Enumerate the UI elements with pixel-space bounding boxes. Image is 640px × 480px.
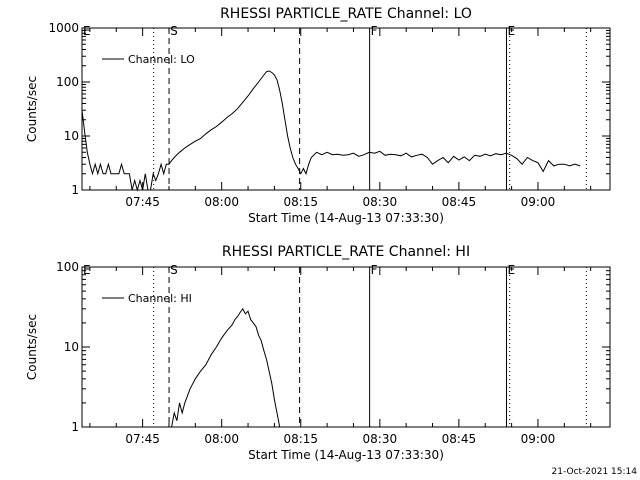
y-tick-label: 1	[71, 183, 79, 197]
y-axis-label: Counts/sec	[25, 314, 39, 380]
x-tick-label: 07:45	[125, 195, 160, 209]
event-label: F	[371, 24, 378, 38]
legend-entry: Channel: HI	[128, 292, 192, 305]
x-tick-label: 08:30	[363, 195, 398, 209]
y-tick-label: 100	[56, 260, 79, 274]
y-tick-label: 1000	[48, 21, 79, 35]
x-tick-label: 07:45	[125, 432, 160, 446]
event-label: S	[170, 24, 178, 38]
x-axis-label: Start Time (14-Aug-13 07:33:30)	[248, 448, 444, 462]
plot-frame	[81, 27, 611, 191]
event-label: F	[371, 263, 378, 277]
y-tick-label: 100	[56, 75, 79, 89]
series-line	[81, 70, 581, 192]
lo-panel: RHESSI PARTICLE_RATE Channel: LO 1 10 100 10…	[25, 6, 611, 225]
x-tick-label: 08:00	[204, 432, 239, 446]
event-label: E	[83, 263, 91, 277]
event-label: E	[83, 24, 91, 38]
footer-timestamp: 21-Oct-2021 15:14	[552, 467, 638, 477]
event-label: S	[170, 263, 178, 277]
x-tick-label: 08:45	[442, 432, 477, 446]
y-tick-label: 10	[64, 340, 79, 354]
x-tick-label: 08:00	[204, 195, 239, 209]
x-tick-label: 08:45	[442, 195, 477, 209]
event-label: E	[508, 263, 516, 277]
x-tick-label: 08:15	[283, 195, 318, 209]
series-line	[171, 307, 281, 428]
y-tick-label: 1	[71, 420, 79, 434]
x-axis-label: Start Time (14-Aug-13 07:33:30)	[248, 211, 444, 225]
y-axis-label: Counts/sec	[25, 76, 39, 142]
hi-panel: RHESSI PARTICLE_RATE Channel: HI 1 10 100 07…	[25, 244, 611, 462]
x-tick-label: 09:00	[521, 195, 556, 209]
plot-frame	[81, 266, 611, 428]
x-tick-label: 08:15	[283, 432, 318, 446]
x-tick-label: 09:00	[521, 432, 556, 446]
event-label: E	[508, 24, 516, 38]
y-tick-label: 10	[64, 129, 79, 143]
x-tick-label: 08:30	[363, 432, 398, 446]
chart-title: RHESSI PARTICLE_RATE Channel: HI	[222, 244, 470, 260]
chart-title: RHESSI PARTICLE_RATE Channel: LO	[220, 6, 472, 22]
legend-entry: Channel: LO	[128, 53, 195, 66]
